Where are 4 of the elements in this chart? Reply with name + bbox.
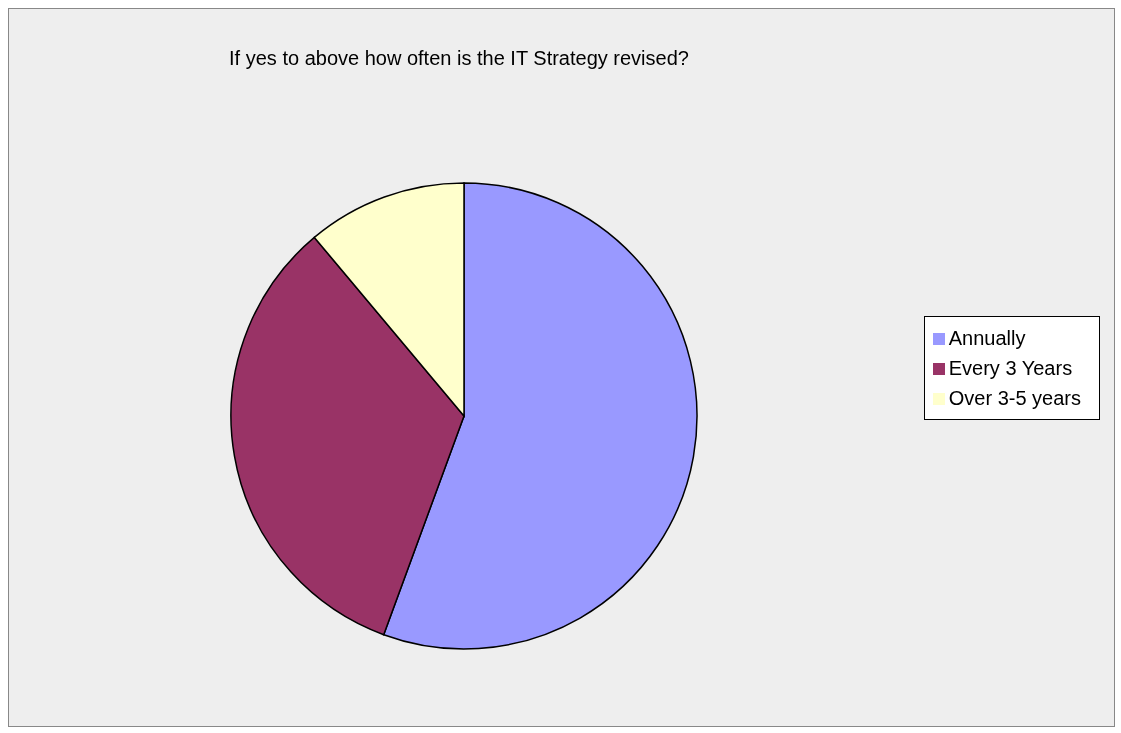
legend-label: Over 3-5 years [948,386,1081,409]
legend-label: Annually [948,326,1026,349]
chart-title: If yes to above how often is the IT Strategy revised? [228,47,690,70]
legend-label: Every 3 Years [948,356,1073,379]
